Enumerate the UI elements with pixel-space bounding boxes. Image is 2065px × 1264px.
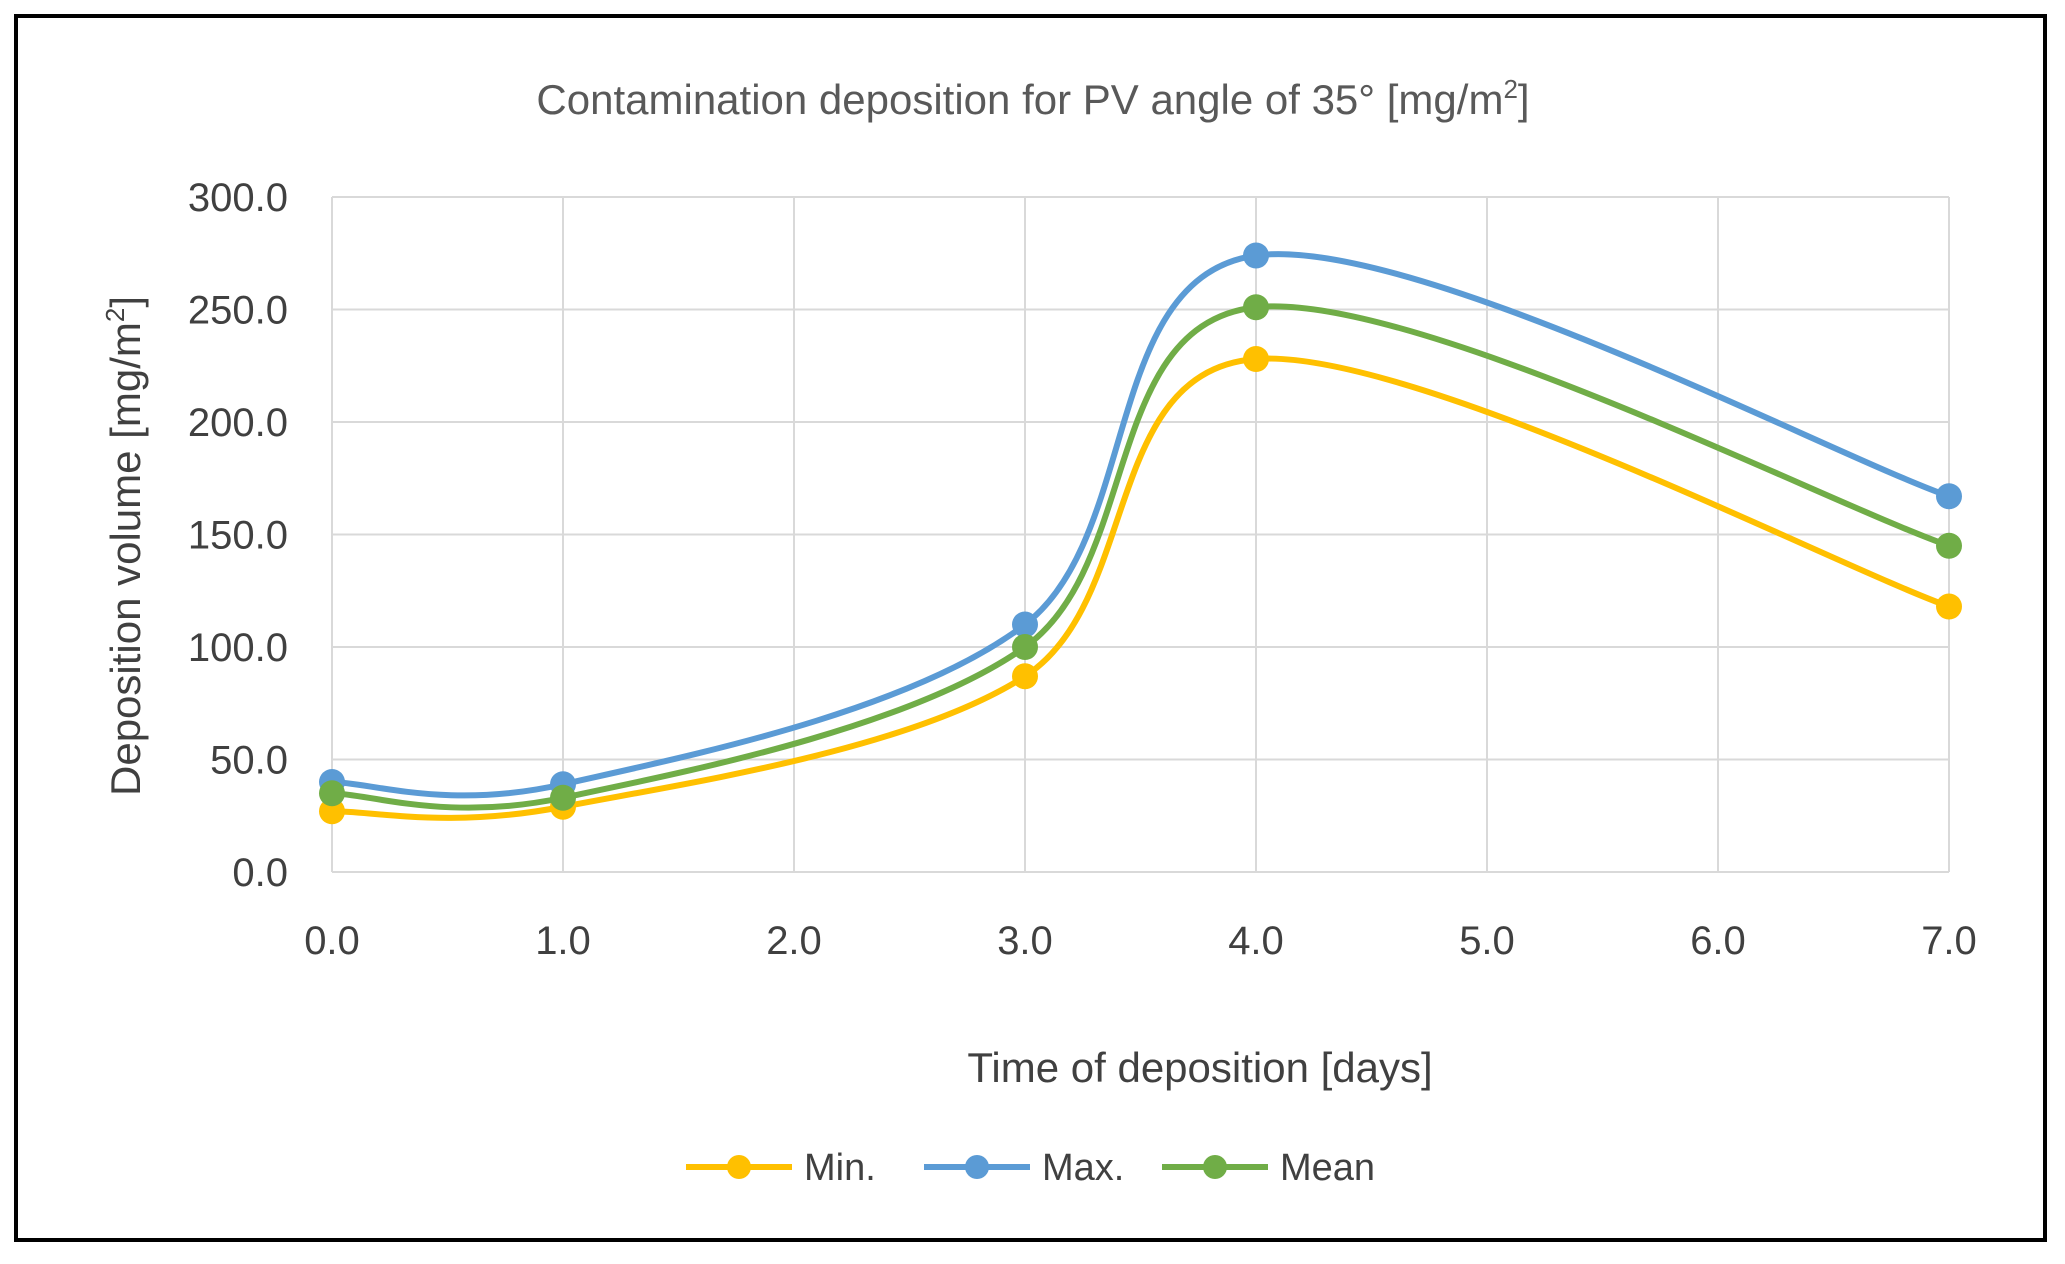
y-tick-label: 150.0	[188, 514, 288, 558]
data-point-mean	[1936, 532, 1962, 559]
series-line-max	[331, 251, 1950, 799]
x-tick-label: 0.0	[304, 919, 360, 963]
y-tick-label: 200.0	[188, 401, 288, 445]
series-lines	[319, 242, 1962, 825]
x-axis-title: Time of deposition [days]	[967, 1044, 1432, 1091]
chart-title-end: ]	[1518, 76, 1530, 123]
legend-swatch-marker	[1203, 1155, 1227, 1179]
y-axis-title: Deposition volume [mg/m2]	[100, 296, 149, 796]
data-point-mean	[319, 780, 345, 807]
x-tick-label: 4.0	[1228, 919, 1284, 963]
y-tick-label: 250.0	[188, 289, 288, 333]
legend-label: Max.	[1042, 1147, 1124, 1189]
series-max	[319, 242, 1962, 799]
series-line-min	[331, 355, 1951, 821]
y-tick-label: 100.0	[188, 626, 288, 670]
legend-label: Min.	[804, 1147, 876, 1189]
series-line-mean	[331, 303, 1950, 811]
x-tick-label: 5.0	[1459, 919, 1515, 963]
chart-title-main: Contamination deposition for PV angle of…	[536, 76, 1503, 123]
data-point-max	[1243, 242, 1269, 269]
legend-swatch-marker	[965, 1155, 989, 1179]
x-tick-label: 2.0	[766, 919, 822, 963]
y-tick-label: 300.0	[188, 176, 288, 220]
legend-item-max: Max.	[924, 1147, 1124, 1189]
series-mean	[319, 294, 1962, 811]
legend-item-mean: Mean	[1162, 1147, 1375, 1189]
x-tick-label: 6.0	[1690, 919, 1746, 963]
data-point-min	[319, 798, 345, 825]
y-axis-title-main: Deposition volume [mg/m	[102, 322, 149, 796]
x-tick-label: 3.0	[997, 919, 1053, 963]
y-axis-title-superscript: 2	[100, 308, 130, 322]
x-tick-label: 1.0	[535, 919, 591, 963]
data-point-mean	[1243, 294, 1269, 321]
legend-label: Mean	[1280, 1147, 1375, 1189]
chart-title-superscript: 2	[1503, 74, 1517, 104]
data-point-mean	[1012, 634, 1038, 660]
data-point-mean	[550, 784, 576, 811]
data-point-max	[1936, 483, 1962, 510]
legend-item-min: Min.	[686, 1147, 876, 1189]
legend-swatch-marker	[727, 1155, 751, 1179]
data-point-max	[1012, 611, 1038, 638]
legend: Min. Max. Mean	[686, 1147, 1375, 1189]
y-axis-title-end: ]	[102, 296, 149, 308]
data-point-min	[1012, 663, 1038, 690]
chart-title: Contamination deposition for PV angle of…	[536, 74, 1529, 123]
grid-lines	[331, 196, 1950, 873]
x-axis-ticks: 0.0 1.0 2.0 3.0 4.0 5.0 6.0 7.0	[304, 919, 1977, 963]
y-axis-ticks: 0.0 50.0 100.0 150.0 200.0 250.0 300.0	[188, 176, 288, 895]
data-point-min	[1936, 593, 1962, 620]
data-point-min	[1243, 346, 1269, 372]
y-tick-label: 50.0	[210, 739, 288, 783]
y-tick-label: 0.0	[232, 851, 288, 895]
x-tick-label: 7.0	[1921, 919, 1977, 963]
